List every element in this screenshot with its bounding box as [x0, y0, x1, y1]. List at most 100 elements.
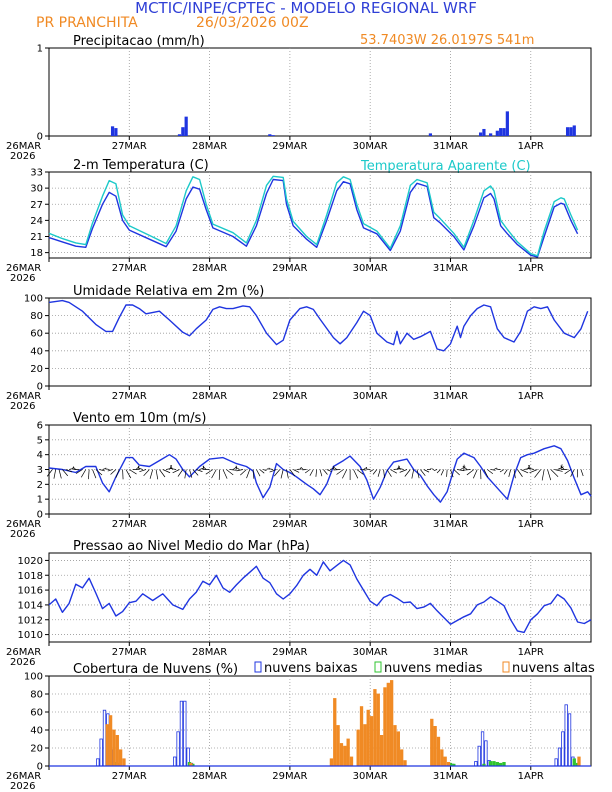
nuvens-xtick-label: 30MAR — [353, 771, 388, 782]
wind-arrow — [263, 469, 267, 472]
nuvens-bar-0 — [484, 740, 488, 767]
wind-arrow — [304, 469, 311, 474]
temp-xtick-label: 30MAR — [353, 263, 388, 274]
wind-arrow — [102, 468, 106, 470]
temp-ytick-label: 24 — [30, 216, 43, 227]
precip-ytick-label: 0 — [37, 132, 43, 143]
wind-arrow — [457, 469, 465, 472]
wind-arrow — [466, 469, 475, 476]
nuvens-ytick-label: 80 — [30, 690, 43, 701]
nuvens-bar-2 — [366, 709, 370, 767]
vento-xtick-label: 31MAR — [433, 519, 468, 530]
nuvens-bar-2 — [343, 745, 347, 767]
precip-bar — [177, 134, 182, 136]
wind-arrow — [222, 469, 228, 479]
vento-series-0 — [48, 445, 592, 503]
wind-arrow — [369, 469, 374, 473]
precip-bar — [572, 125, 576, 136]
wind-arrow — [211, 469, 217, 479]
nuvens-legend-swatch — [502, 661, 510, 673]
vento-xtick-label: 1APR — [518, 519, 544, 530]
wind-arrow — [155, 469, 159, 480]
wind-arrow — [326, 469, 332, 472]
umid-ytick-label: 40 — [30, 346, 43, 357]
nuvens-legend-label: nuvens medias — [384, 661, 483, 676]
wind-arrow — [483, 469, 489, 478]
pressao-ytick-label: 1018 — [18, 571, 43, 582]
wind-arrow — [390, 469, 398, 474]
precip-xtick-label: 31MAR — [433, 141, 468, 152]
wind-arrow — [229, 469, 237, 471]
wind-arrow — [315, 469, 318, 477]
nuvens-ytick-label: 20 — [30, 744, 43, 755]
nuvens-legend-label: nuvens altas — [512, 661, 595, 676]
nuvens-bar-2 — [577, 756, 581, 767]
pressao-xtick-label: 29MAR — [272, 647, 307, 658]
precip-title: Precipitacao (mm/h) — [73, 34, 205, 49]
nuvens-bar-0 — [554, 758, 558, 767]
nuvens-bar-2 — [363, 724, 367, 767]
vento-ytick-label: 6 — [37, 421, 43, 432]
wind-arrow — [236, 469, 244, 472]
wind-arrow — [149, 469, 154, 479]
nuvens-bar-2 — [379, 735, 384, 767]
precip-xtick-label: 29MAR — [272, 141, 307, 152]
wind-arrow — [266, 468, 269, 470]
wind-arrow — [393, 468, 400, 470]
wind-arrow — [436, 469, 441, 474]
nuvens-bar-2 — [396, 731, 400, 767]
wind-arrow — [65, 469, 73, 473]
precip-xtick-label: 26MAR — [6, 141, 41, 152]
nuvens-bar-0 — [567, 713, 572, 767]
wind-arrow — [196, 469, 203, 472]
wind-arrow — [411, 469, 415, 479]
wind-arrow — [184, 469, 187, 479]
nuvens-bar-0 — [480, 731, 485, 767]
vento-xtick-year: 2026 — [10, 529, 35, 540]
nuvens-xtick-label: 26MAR — [6, 771, 41, 782]
vento-ytick-label: 0 — [37, 510, 43, 521]
wind-arrow — [360, 469, 367, 471]
wind-arrow — [430, 467, 432, 470]
vento-ytick-label: 4 — [37, 450, 43, 461]
temp-frame — [48, 171, 592, 259]
wind-arrow — [423, 469, 430, 473]
nuvens-bar-2 — [108, 715, 113, 767]
wind-arrow — [286, 469, 289, 479]
wind-arrow — [269, 469, 277, 473]
wind-arrow — [62, 469, 69, 477]
pressao-series-0 — [48, 559, 592, 634]
wind-arrow — [473, 469, 478, 479]
wind-arrow — [259, 469, 265, 474]
wind-arrow — [496, 467, 498, 470]
nuvens-ytick-label: 100 — [24, 672, 43, 683]
nuvens-frame — [48, 675, 592, 767]
nuvens-bar-2 — [118, 749, 123, 767]
precip-bar — [478, 132, 483, 136]
wind-arrow — [289, 469, 296, 477]
precip-xtick-label: 30MAR — [353, 141, 388, 152]
nuvens-bar-2 — [122, 758, 126, 767]
wind-arrow — [336, 469, 344, 475]
precip-bar — [110, 126, 115, 136]
wind-arrow — [333, 469, 341, 471]
wind-arrow — [460, 466, 466, 470]
wind-arrow — [252, 469, 255, 479]
nuvens-bar-1 — [492, 761, 496, 767]
header-coords: 53.7403W 26.0197S 541m — [360, 33, 534, 48]
nuvens-xtick-label: 29MAR — [272, 771, 307, 782]
wind-arrow — [433, 469, 438, 472]
nuvens-bar-0 — [102, 709, 107, 767]
wind-arrow — [92, 469, 97, 479]
wind-arrow — [172, 469, 180, 474]
temp-xtick-label: 27MAR — [112, 263, 147, 274]
nuvens-bar-2 — [403, 760, 407, 767]
precip-bar — [268, 134, 272, 136]
nuvens-bar-0 — [477, 745, 481, 767]
wind-arrow — [99, 469, 105, 472]
nuvens-xtick-label: 31MAR — [433, 771, 468, 782]
